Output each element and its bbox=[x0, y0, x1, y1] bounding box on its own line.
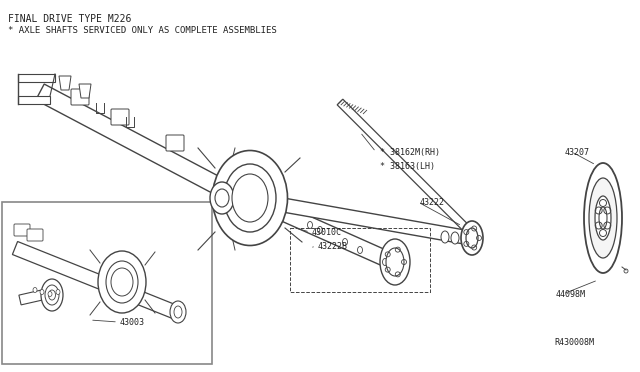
Ellipse shape bbox=[317, 227, 323, 234]
Ellipse shape bbox=[40, 289, 44, 295]
Ellipse shape bbox=[599, 207, 607, 229]
Ellipse shape bbox=[210, 182, 234, 214]
Polygon shape bbox=[79, 84, 91, 98]
Ellipse shape bbox=[466, 228, 478, 248]
Text: 43222B: 43222B bbox=[318, 242, 348, 251]
Ellipse shape bbox=[461, 221, 483, 255]
Polygon shape bbox=[19, 290, 43, 305]
FancyBboxPatch shape bbox=[27, 229, 43, 241]
Ellipse shape bbox=[441, 231, 449, 243]
Text: 44098M: 44098M bbox=[556, 290, 586, 299]
Ellipse shape bbox=[111, 268, 133, 296]
Text: 43207: 43207 bbox=[565, 148, 590, 157]
Ellipse shape bbox=[232, 174, 268, 222]
Polygon shape bbox=[18, 96, 50, 104]
Text: * 38163(LH): * 38163(LH) bbox=[380, 162, 435, 171]
Polygon shape bbox=[282, 198, 471, 245]
Ellipse shape bbox=[215, 189, 229, 207]
Ellipse shape bbox=[48, 292, 52, 296]
FancyBboxPatch shape bbox=[166, 135, 184, 151]
Ellipse shape bbox=[584, 163, 622, 273]
Ellipse shape bbox=[224, 164, 276, 232]
Polygon shape bbox=[18, 74, 55, 82]
Ellipse shape bbox=[386, 248, 404, 276]
Ellipse shape bbox=[595, 196, 611, 240]
Ellipse shape bbox=[33, 288, 37, 292]
Ellipse shape bbox=[358, 247, 362, 253]
Polygon shape bbox=[12, 241, 177, 318]
Ellipse shape bbox=[380, 239, 410, 285]
Ellipse shape bbox=[589, 178, 617, 258]
Ellipse shape bbox=[307, 221, 312, 228]
Ellipse shape bbox=[342, 238, 348, 246]
FancyBboxPatch shape bbox=[71, 89, 89, 105]
Ellipse shape bbox=[56, 289, 60, 295]
Text: 43010C: 43010C bbox=[312, 228, 342, 237]
Ellipse shape bbox=[49, 290, 56, 300]
Text: 43222: 43222 bbox=[420, 198, 445, 207]
Polygon shape bbox=[262, 198, 403, 272]
Ellipse shape bbox=[212, 151, 287, 246]
FancyBboxPatch shape bbox=[2, 202, 212, 364]
Ellipse shape bbox=[383, 259, 387, 266]
Ellipse shape bbox=[106, 261, 138, 303]
Ellipse shape bbox=[41, 279, 63, 311]
Ellipse shape bbox=[174, 306, 182, 318]
FancyBboxPatch shape bbox=[14, 224, 30, 236]
Text: R430008M: R430008M bbox=[554, 338, 594, 347]
Ellipse shape bbox=[45, 285, 59, 305]
FancyBboxPatch shape bbox=[111, 109, 129, 125]
Text: FINAL DRIVE TYPE M226: FINAL DRIVE TYPE M226 bbox=[8, 14, 131, 24]
Polygon shape bbox=[59, 76, 71, 90]
Text: 43003: 43003 bbox=[120, 318, 145, 327]
Text: * AXLE SHAFTS SERVICED ONLY AS COMPLETE ASSEMBLIES: * AXLE SHAFTS SERVICED ONLY AS COMPLETE … bbox=[8, 26, 276, 35]
Ellipse shape bbox=[451, 232, 459, 244]
Text: * 38162M(RH): * 38162M(RH) bbox=[380, 148, 440, 157]
Polygon shape bbox=[36, 84, 239, 203]
Ellipse shape bbox=[170, 301, 186, 323]
Polygon shape bbox=[337, 99, 473, 235]
Ellipse shape bbox=[98, 251, 146, 313]
